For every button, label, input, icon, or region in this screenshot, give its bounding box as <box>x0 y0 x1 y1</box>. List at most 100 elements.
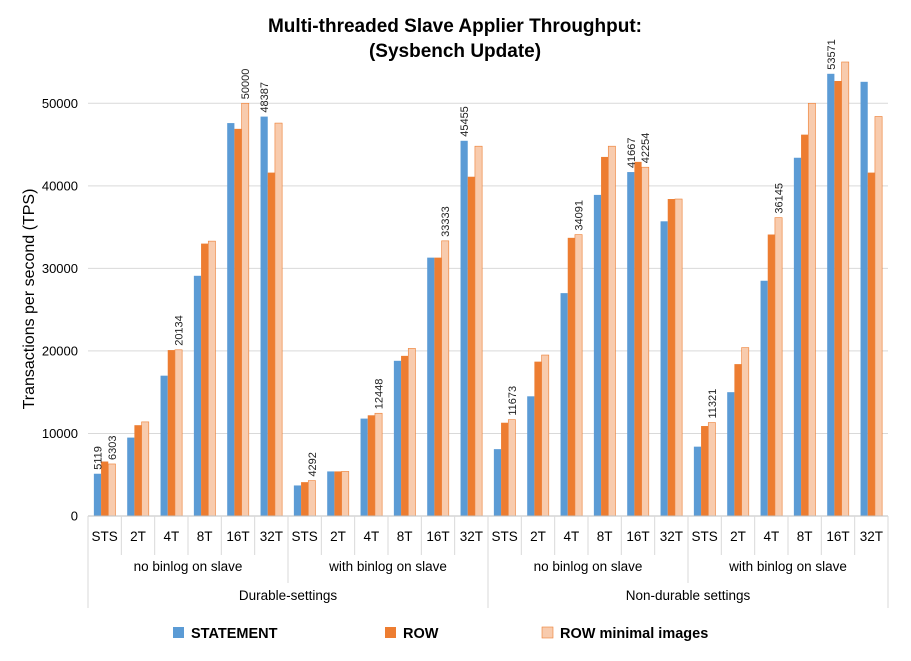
y-axis-label: Transactions per second (TPS) <box>21 189 38 410</box>
bar <box>527 396 535 516</box>
bar <box>341 471 350 517</box>
legend-label: ROW <box>403 626 439 642</box>
bar <box>507 419 516 517</box>
bar <box>801 134 809 516</box>
bar <box>701 426 709 516</box>
bar <box>834 80 842 517</box>
group-label: no binlog on slave <box>134 559 243 574</box>
data-label: 41667 <box>626 137 638 168</box>
y-tick-label: 50000 <box>42 96 78 111</box>
group-label: with binlog on slave <box>728 559 847 574</box>
y-tick-label: 40000 <box>42 178 78 193</box>
bar <box>560 293 568 516</box>
group-label: no binlog on slave <box>534 559 643 574</box>
bar <box>501 422 509 516</box>
data-label: 33333 <box>440 206 452 237</box>
x-tick-label: 2T <box>130 529 146 544</box>
bar <box>741 347 750 517</box>
data-label: 36145 <box>774 183 786 214</box>
bar <box>693 446 702 516</box>
x-tick-label: STS <box>92 529 118 544</box>
x-tick-label: 32T <box>460 529 483 544</box>
data-label: 11321 <box>707 389 719 419</box>
x-tick-label: 4T <box>163 529 179 544</box>
bar <box>407 348 416 517</box>
legend-swatch <box>541 626 554 639</box>
x-tick-label: 8T <box>397 529 413 544</box>
bar <box>207 240 216 517</box>
bar <box>760 280 768 516</box>
bar <box>734 364 742 516</box>
legend-label: STATEMENT <box>191 626 278 642</box>
bar <box>607 145 616 517</box>
bar <box>707 422 716 517</box>
x-tick-label: 16T <box>226 529 249 544</box>
data-label: 6303 <box>107 435 119 459</box>
bar <box>767 234 775 516</box>
chart-title-line: Multi-threaded Slave Applier Throughput: <box>268 16 642 37</box>
bar <box>634 161 642 516</box>
bar <box>793 157 802 516</box>
bar <box>127 437 135 516</box>
bar <box>493 449 502 516</box>
bar <box>874 116 883 517</box>
x-tick-label: 8T <box>197 529 213 544</box>
x-tick-label: 2T <box>730 529 746 544</box>
chart-title: Multi-threaded Slave Applier Throughput:… <box>268 16 642 62</box>
y-tick-label: 10000 <box>42 426 78 441</box>
bar <box>434 257 442 516</box>
bar <box>134 425 142 516</box>
legend: STATEMENT ROW ROW minimal images <box>173 626 708 642</box>
x-tick-label: 4T <box>763 529 779 544</box>
data-label: 11673 <box>507 386 519 416</box>
bar <box>307 480 316 517</box>
bar <box>727 392 735 516</box>
data-label: 53571 <box>826 39 838 70</box>
bar <box>174 349 183 517</box>
y-tick-label: 30000 <box>42 261 78 276</box>
y-tick-label: 20000 <box>42 343 78 358</box>
bar <box>301 482 309 516</box>
bar <box>393 360 402 516</box>
x-tick-label: 4T <box>563 529 579 544</box>
x-tick-label: 4T <box>363 529 379 544</box>
bar <box>101 461 109 516</box>
bar <box>367 415 375 516</box>
x-tick-label: 16T <box>826 529 849 544</box>
bar <box>860 81 868 516</box>
bar <box>807 102 816 517</box>
supergroup-label: Non-durable settings <box>626 588 751 603</box>
bar <box>660 221 668 516</box>
supergroup-label: Durable-settings <box>239 588 338 603</box>
bar <box>774 217 783 517</box>
bar <box>841 61 850 517</box>
bar <box>327 471 335 516</box>
grid-lines <box>88 102 888 434</box>
bar <box>534 361 542 516</box>
bar <box>541 354 550 517</box>
bar <box>201 243 209 516</box>
bar <box>241 102 250 517</box>
bar <box>401 355 409 516</box>
group-label: with binlog on slave <box>328 559 447 574</box>
y-tick-label: 0 <box>71 509 78 524</box>
x-tick-label: 16T <box>426 529 449 544</box>
data-label: 4292 <box>307 452 319 476</box>
data-label: 12448 <box>374 379 386 410</box>
data-label: 42254 <box>640 133 652 164</box>
bar <box>107 463 116 517</box>
x-tick-label: 2T <box>530 529 546 544</box>
data-label: 50000 <box>240 69 252 100</box>
x-tick-label: STS <box>292 529 318 544</box>
bar <box>674 198 683 517</box>
bar <box>374 412 383 517</box>
x-tick-label: 32T <box>260 529 283 544</box>
data-label: 34091 <box>574 200 586 231</box>
bar <box>167 350 175 516</box>
x-axis: STS 2T 4T 8T 16T 32T STS 2T 4T 8T 16T 32T STS 2T 4T 8T 1… <box>87 515 889 608</box>
x-tick-label: 8T <box>597 529 613 544</box>
bar <box>460 140 468 516</box>
data-label: 20134 <box>174 315 186 346</box>
chart-title-line: (Sysbench Update) <box>369 41 541 62</box>
